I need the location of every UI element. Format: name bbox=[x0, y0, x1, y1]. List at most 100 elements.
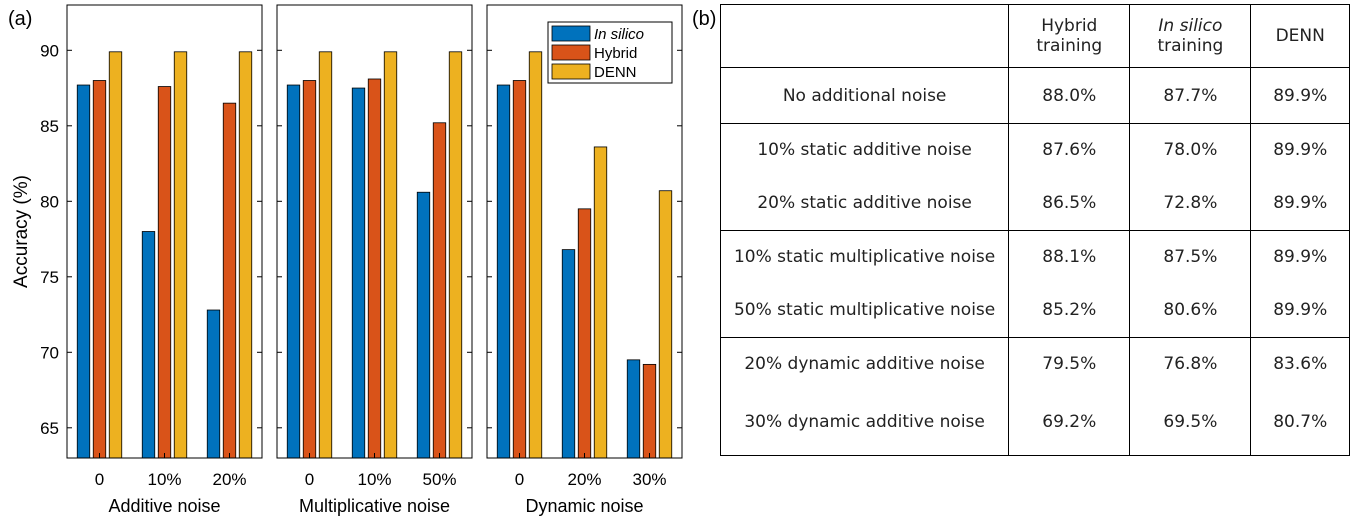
x-axis-label: Additive noise bbox=[108, 496, 220, 516]
bar bbox=[383, 51, 398, 459]
x-tick-label: 0 bbox=[305, 470, 314, 489]
row-label: 20% static additive noise bbox=[720, 175, 1009, 231]
cell-denn: 83.6% bbox=[1250, 337, 1350, 390]
row-label: 10% static multiplicative noise bbox=[733, 246, 996, 267]
bar bbox=[448, 51, 463, 459]
y-tick-label: 90 bbox=[40, 41, 59, 60]
bar bbox=[157, 86, 172, 459]
axes-frame bbox=[486, 4, 683, 459]
cell-hybrid: 86.5% bbox=[1008, 175, 1130, 231]
panel-label-b: (b) bbox=[692, 8, 717, 30]
x-tick-label: 30% bbox=[632, 470, 666, 489]
bar bbox=[238, 51, 253, 459]
header-denn: DENN bbox=[1250, 4, 1350, 68]
results-table: Hybrid training In silico training DENN … bbox=[720, 4, 1350, 456]
header-hybrid: Hybrid training bbox=[1008, 4, 1130, 68]
bar bbox=[76, 84, 91, 459]
cell-hybrid: 85.2% bbox=[1008, 282, 1130, 338]
x-tick-label: 0 bbox=[515, 470, 524, 489]
y-tick-label: 65 bbox=[40, 419, 59, 438]
cell-hybrid: 69.2% bbox=[1008, 389, 1130, 456]
cell-denn: 89.9% bbox=[1250, 67, 1350, 124]
bar-chart: 0 10% 20% Additive noise 65 70 75 80 85 90 0 10% 50%… bbox=[11, 4, 683, 516]
bar bbox=[367, 78, 382, 459]
cell-insilico: 72.8% bbox=[1129, 175, 1251, 231]
table-row: 20% static additive noise 86.5% 72.8% 89… bbox=[720, 175, 1350, 231]
cell-insilico: 69.5% bbox=[1129, 389, 1251, 456]
legend-label: DENN bbox=[594, 64, 637, 81]
cell-hybrid: 87.6% bbox=[1008, 123, 1130, 176]
table-row: 30% dynamic additive noise 69.2% 69.5% 8… bbox=[721, 389, 1350, 456]
table-row: No additional noise 88.0% 87.7% 89.9% bbox=[720, 67, 1350, 124]
legend-swatch bbox=[551, 63, 591, 80]
x-axis-label: Dynamic noise bbox=[525, 496, 643, 516]
y-tick-label: 75 bbox=[40, 268, 59, 287]
bar bbox=[512, 80, 527, 459]
cell-insilico: 80.6% bbox=[1129, 282, 1251, 338]
legend-swatch bbox=[551, 44, 591, 61]
x-axis-label: Multiplicative noise bbox=[299, 496, 450, 516]
bar bbox=[528, 51, 543, 459]
axes-frame bbox=[66, 4, 263, 459]
bar bbox=[92, 80, 107, 459]
header-hybrid-line1: Hybrid bbox=[1041, 16, 1098, 36]
bar bbox=[206, 309, 221, 459]
cell-denn: 89.9% bbox=[1250, 282, 1350, 338]
bar bbox=[432, 122, 447, 459]
table-row: 10% static additive noise 87.6% 78.0% 89… bbox=[721, 123, 1350, 176]
bar bbox=[626, 359, 641, 459]
bar bbox=[561, 249, 576, 459]
x-tick-label: 20% bbox=[212, 470, 246, 489]
legend-label: Hybrid bbox=[594, 45, 637, 62]
row-label: 20% dynamic additive noise bbox=[744, 353, 985, 374]
bar bbox=[351, 87, 366, 459]
bar bbox=[658, 190, 673, 459]
bar bbox=[108, 51, 123, 459]
cell-insilico: 76.8% bbox=[1129, 337, 1251, 390]
bar bbox=[496, 84, 511, 459]
row-label: 10% static additive noise bbox=[757, 139, 972, 160]
table-row: 50% static multiplicative noise 85.2% 80… bbox=[720, 282, 1350, 338]
row-label: 50% static multiplicative noise bbox=[720, 282, 1009, 338]
row-label: No additional noise bbox=[720, 67, 1009, 124]
legend-label: In silico bbox=[594, 26, 644, 43]
y-tick-label: 85 bbox=[40, 117, 59, 136]
header-empty-cell bbox=[720, 4, 1009, 68]
cell-insilico: 87.7% bbox=[1129, 67, 1251, 124]
header-insilico: In silico training bbox=[1129, 4, 1251, 68]
y-axis-label: Accuracy (%) bbox=[11, 175, 32, 288]
cell-insilico: 87.5% bbox=[1129, 230, 1251, 283]
cell-hybrid: 88.0% bbox=[1008, 67, 1130, 124]
row-label: 30% dynamic additive noise bbox=[744, 412, 985, 433]
cell-denn: 89.9% bbox=[1250, 230, 1350, 283]
x-tick-label: 10% bbox=[357, 470, 391, 489]
table-row: 20% dynamic additive noise 79.5% 76.8% 8… bbox=[721, 337, 1350, 390]
cell-denn: 80.7% bbox=[1250, 389, 1350, 456]
axes-frame bbox=[276, 4, 473, 459]
y-tick-label: 80 bbox=[40, 192, 59, 211]
bar bbox=[416, 191, 431, 459]
x-tick-label: 20% bbox=[567, 470, 601, 489]
table-header-row: Hybrid training In silico training DENN bbox=[720, 4, 1350, 68]
x-tick-label: 50% bbox=[422, 470, 456, 489]
bar bbox=[577, 208, 592, 459]
header-insilico-line1: In silico bbox=[1158, 16, 1223, 36]
bar bbox=[141, 231, 156, 459]
bar bbox=[302, 80, 317, 459]
legend-swatch bbox=[551, 25, 591, 42]
cell-hybrid: 88.1% bbox=[1008, 230, 1130, 283]
cell-hybrid: 79.5% bbox=[1008, 337, 1130, 390]
cell-denn: 89.9% bbox=[1250, 123, 1350, 176]
panel-label-a: (a) bbox=[8, 8, 33, 30]
bar bbox=[593, 146, 608, 459]
bar bbox=[222, 102, 237, 459]
results-table-container: Hybrid training In silico training DENN … bbox=[720, 4, 1350, 456]
x-tick-label: 10% bbox=[147, 470, 181, 489]
x-tick-label: 0 bbox=[95, 470, 104, 489]
header-hybrid-line2: training bbox=[1036, 36, 1103, 56]
bar bbox=[286, 84, 301, 459]
bar bbox=[642, 363, 657, 459]
y-tick-label: 70 bbox=[40, 343, 59, 362]
table-row: 10% static multiplicative noise 88.1% 87… bbox=[721, 230, 1350, 283]
header-insilico-line2: training bbox=[1157, 36, 1224, 56]
